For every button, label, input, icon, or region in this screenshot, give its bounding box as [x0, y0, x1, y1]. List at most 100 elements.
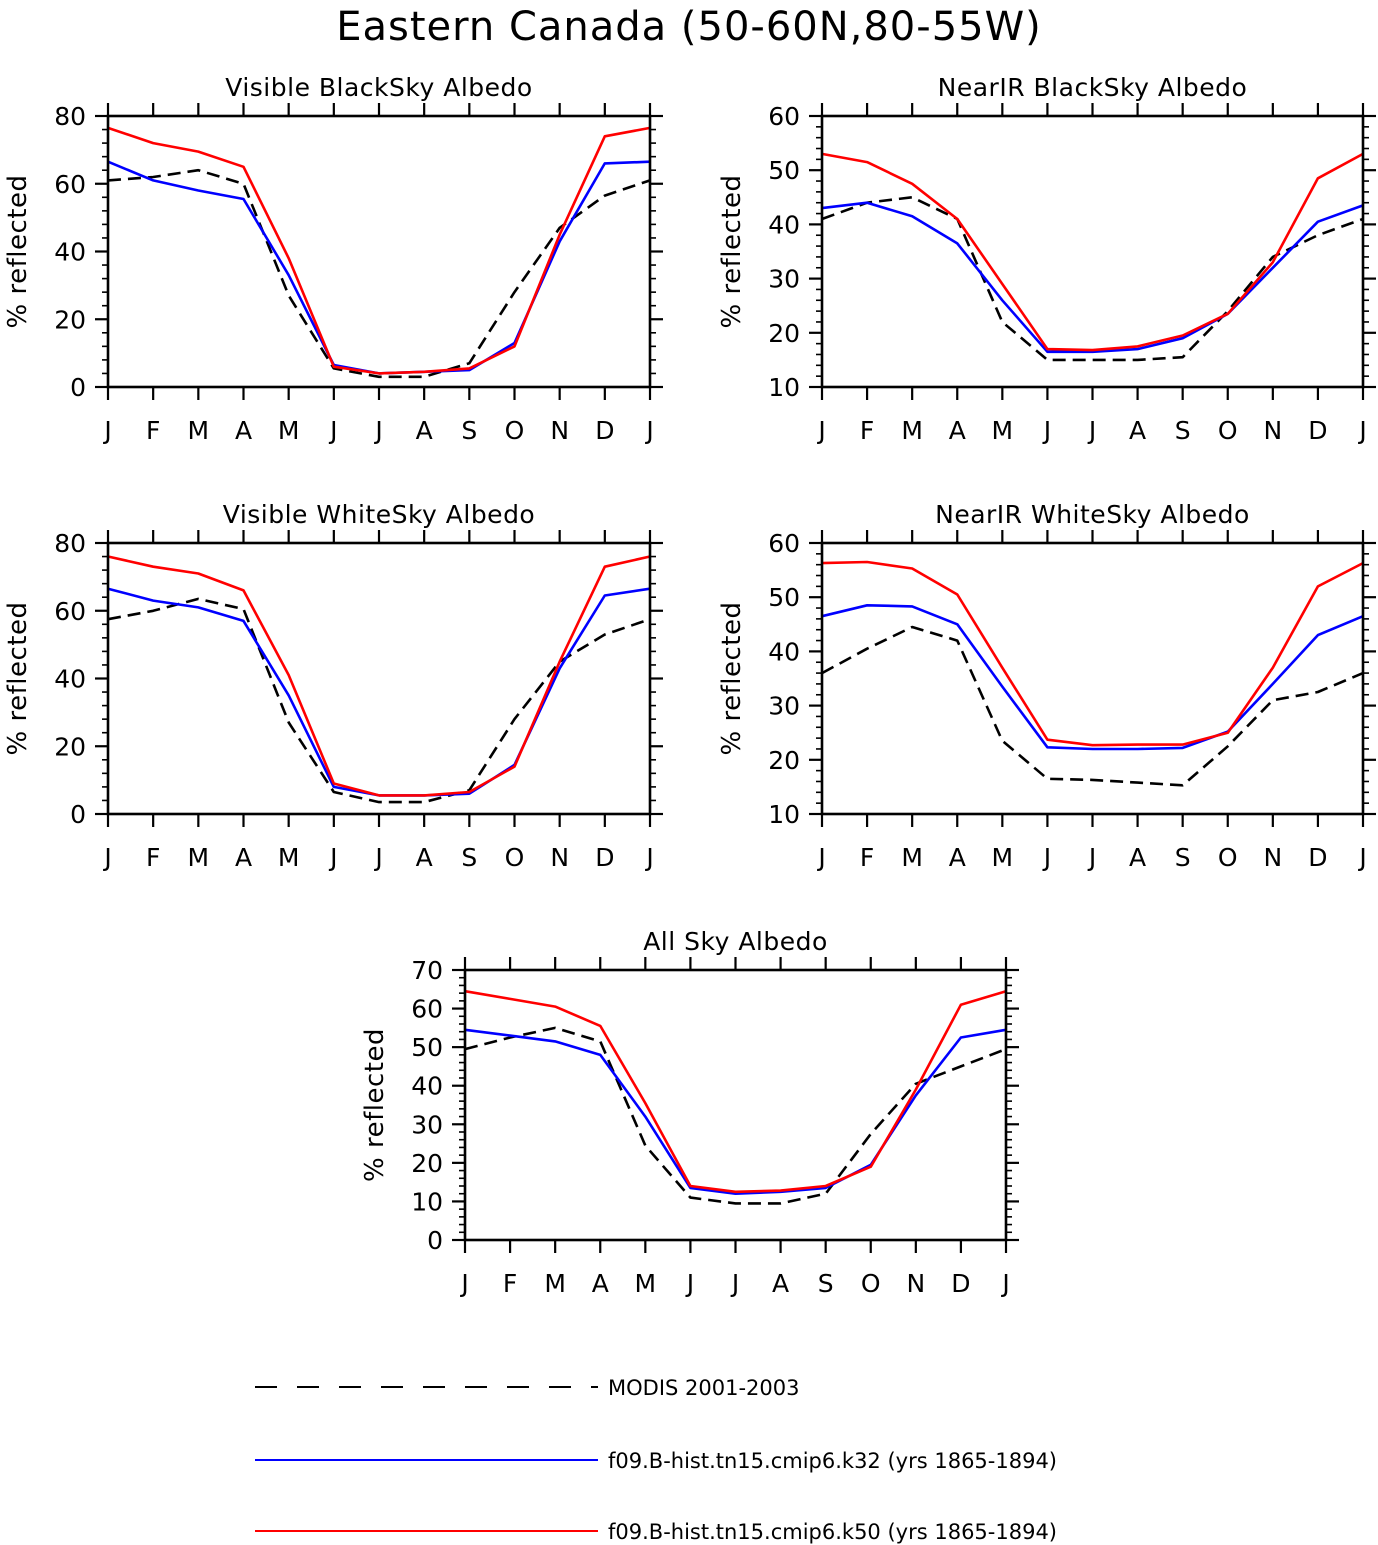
x-tick-label: S: [461, 843, 477, 872]
series-line-k32: [821, 603, 1364, 751]
y-tick-label: 40: [54, 238, 86, 267]
y-tick-label: 30: [411, 1110, 443, 1139]
legend-item: MODIS 2001-2003: [255, 1376, 799, 1400]
x-tick-label: M: [188, 416, 210, 445]
series-line-k50: [107, 555, 651, 797]
y-tick-label: 80: [54, 529, 86, 558]
y-tick-label: 10: [768, 373, 800, 402]
y-tick-label: 10: [768, 800, 800, 829]
x-tick-label: A: [416, 416, 433, 445]
x-tick-label: J: [1087, 843, 1096, 872]
x-tick-label: A: [1129, 416, 1146, 445]
y-tick-label: 20: [768, 319, 800, 348]
panel-title: NearIR BlackSky Albedo: [938, 73, 1248, 102]
x-tick-label: F: [503, 1269, 517, 1298]
x-tick-label: F: [860, 843, 874, 872]
legend-item: f09.B-hist.tn15.cmip6.k50 (yrs 1865-1894…: [255, 1520, 1057, 1544]
x-tick-label: S: [818, 1269, 834, 1298]
x-tick-label: J: [730, 1269, 739, 1298]
series-line-modis: [464, 1026, 1007, 1205]
x-tick-label: J: [328, 843, 337, 872]
x-tick-label: A: [949, 416, 966, 445]
x-tick-label: D: [595, 416, 614, 445]
plot-frame: [106, 114, 652, 389]
y-tick-label: 60: [54, 170, 86, 199]
legend-label: f09.B-hist.tn15.cmip6.k50 (yrs 1865-1894…: [608, 1520, 1057, 1544]
x-tick-label: S: [1175, 843, 1191, 872]
y-axis-label: % reflected: [3, 175, 33, 329]
legend: MODIS 2001-2003 f09.B-hist.tn15.cmip6.k32…: [255, 1376, 1057, 1544]
y-axis-label: % reflected: [3, 602, 33, 756]
main-title: Eastern Canada (50-60N,80-55W): [336, 4, 1042, 50]
x-tick-label: A: [235, 843, 252, 872]
x-tick-label: S: [1175, 416, 1191, 445]
x-tick-label: O: [861, 1269, 881, 1298]
x-tick-label: O: [1218, 416, 1238, 445]
y-tick-label: 20: [54, 732, 86, 761]
x-tick-label: A: [949, 843, 966, 872]
y-tick-label: 0: [427, 1226, 443, 1255]
x-tick-label: J: [1042, 416, 1051, 445]
x-tick-label: J: [102, 416, 111, 445]
x-tick-label: O: [1218, 843, 1238, 872]
x-tick-label: N: [550, 843, 569, 872]
x-tick-label: D: [1308, 416, 1327, 445]
x-tick-label: A: [235, 416, 252, 445]
x-tick-label: M: [188, 843, 210, 872]
plot-frame: [820, 541, 1365, 816]
x-tick-label: M: [901, 843, 923, 872]
y-tick-label: 40: [768, 210, 800, 239]
x-tick-label: J: [459, 1269, 468, 1298]
y-axis-label: % reflected: [717, 175, 747, 329]
x-tick-label: M: [278, 416, 300, 445]
y-tick-label: 50: [768, 583, 800, 612]
x-tick-label: J: [328, 416, 337, 445]
plot-frame: [106, 541, 652, 816]
x-tick-label: A: [1129, 843, 1146, 872]
panel-title: Visible BlackSky Albedo: [225, 73, 532, 102]
x-tick-label: J: [644, 843, 653, 872]
y-tick-label: 40: [54, 665, 86, 694]
x-tick-label: O: [505, 843, 525, 872]
legend-label: MODIS 2001-2003: [608, 1376, 799, 1400]
panel-title: All Sky Albedo: [643, 927, 828, 956]
x-tick-label: A: [592, 1269, 609, 1298]
x-tick-label: A: [416, 843, 433, 872]
x-tick-label: J: [373, 416, 382, 445]
legend-item: f09.B-hist.tn15.cmip6.k32 (yrs 1865-1894…: [255, 1449, 1057, 1473]
x-tick-label: N: [550, 416, 569, 445]
x-tick-label: J: [102, 843, 111, 872]
plot-frame: [463, 968, 1008, 1242]
y-axis-label: % reflected: [717, 602, 747, 756]
series-line-modis: [821, 196, 1364, 362]
legend-label: f09.B-hist.tn15.cmip6.k32 (yrs 1865-1894…: [608, 1449, 1057, 1473]
series-line-modis: [107, 168, 651, 379]
series-line-k32: [107, 587, 651, 797]
x-tick-label: N: [1263, 843, 1282, 872]
y-tick-label: 60: [768, 529, 800, 558]
y-tick-label: 20: [768, 746, 800, 775]
x-tick-label: F: [146, 416, 160, 445]
y-tick-label: 70: [411, 956, 443, 985]
series-line-k50: [107, 126, 651, 375]
y-tick-label: 60: [54, 597, 86, 626]
x-tick-label: J: [816, 416, 825, 445]
y-tick-label: 0: [70, 373, 86, 402]
x-tick-label: M: [992, 843, 1014, 872]
y-tick-label: 20: [411, 1149, 443, 1178]
x-tick-label: F: [860, 416, 874, 445]
x-tick-label: J: [685, 1269, 694, 1298]
series-line-modis: [107, 597, 651, 804]
series-line-k50: [821, 560, 1364, 747]
y-tick-label: 60: [768, 102, 800, 131]
x-tick-label: M: [278, 843, 300, 872]
x-tick-label: M: [992, 416, 1014, 445]
y-tick-label: 40: [768, 637, 800, 666]
y-tick-label: 30: [768, 265, 800, 294]
series-line-k50: [464, 989, 1007, 1194]
x-tick-label: D: [595, 843, 614, 872]
